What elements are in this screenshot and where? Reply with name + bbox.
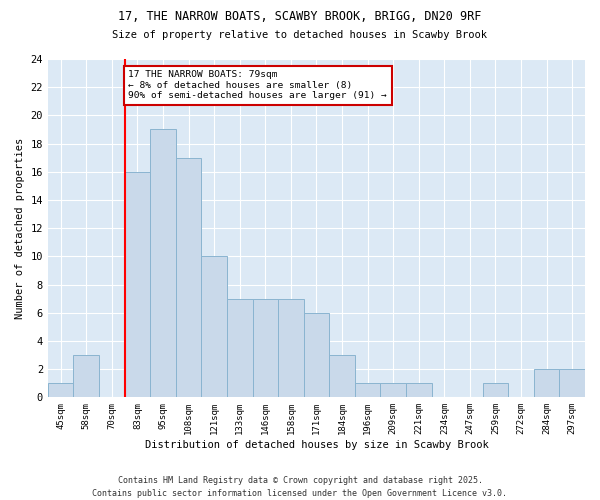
Bar xyxy=(278,298,304,398)
Bar xyxy=(48,383,73,398)
Bar xyxy=(73,355,99,398)
Bar xyxy=(406,383,431,398)
Bar xyxy=(150,130,176,398)
Text: Size of property relative to detached houses in Scawby Brook: Size of property relative to detached ho… xyxy=(113,30,487,40)
Bar xyxy=(329,355,355,398)
Bar xyxy=(380,383,406,398)
Text: 17 THE NARROW BOATS: 79sqm
← 8% of detached houses are smaller (8)
90% of semi-d: 17 THE NARROW BOATS: 79sqm ← 8% of detac… xyxy=(128,70,387,100)
Text: Contains HM Land Registry data © Crown copyright and database right 2025.
Contai: Contains HM Land Registry data © Crown c… xyxy=(92,476,508,498)
Bar xyxy=(125,172,150,398)
Bar xyxy=(202,256,227,398)
Bar xyxy=(176,158,202,398)
Bar xyxy=(253,298,278,398)
Bar xyxy=(355,383,380,398)
Y-axis label: Number of detached properties: Number of detached properties xyxy=(15,138,25,319)
Bar xyxy=(559,369,585,398)
Bar xyxy=(534,369,559,398)
Text: 17, THE NARROW BOATS, SCAWBY BROOK, BRIGG, DN20 9RF: 17, THE NARROW BOATS, SCAWBY BROOK, BRIG… xyxy=(118,10,482,23)
Bar xyxy=(227,298,253,398)
Bar xyxy=(482,383,508,398)
Bar xyxy=(304,313,329,398)
X-axis label: Distribution of detached houses by size in Scawby Brook: Distribution of detached houses by size … xyxy=(145,440,488,450)
